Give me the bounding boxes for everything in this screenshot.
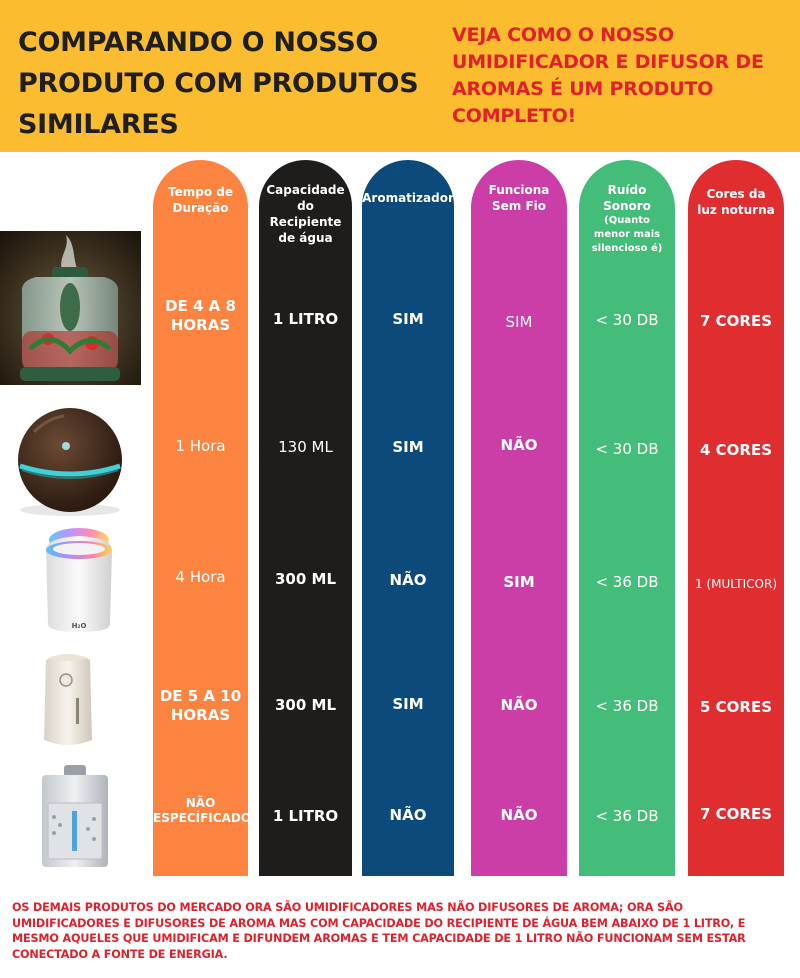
cell-capacidade-2: 130 ML xyxy=(278,438,333,456)
column-ruido-sonoro: Ruído Sonoro (Quanto menor mais silencio… xyxy=(579,160,675,876)
cell-duracao-1: DE 4 A 8 HORAS xyxy=(165,297,236,334)
column-header: Tempo de Duração xyxy=(153,184,248,216)
cell-capacidade-1: 1 LITRO xyxy=(272,310,339,328)
cell-duracao-2: 1 Hora xyxy=(175,437,226,455)
cell-sem-fio-1: SIM xyxy=(505,313,533,331)
column-capacidade: Capacidade do Recipiente de água 1 LITRO… xyxy=(259,160,352,876)
cell-duracao-3: 4 Hora xyxy=(175,568,226,586)
cell-aromatizador-1: SIM xyxy=(392,310,424,328)
column-header: Capacidade do Recipiente de água xyxy=(266,183,345,245)
cell-duracao-5: NÃO ESPECÍFICADO xyxy=(153,796,252,825)
h2o-label: H₂O xyxy=(72,622,87,630)
column-cores-luz-noturna: Cores da luz noturna 7 CORES 4 CORES 1 (… xyxy=(688,160,784,876)
wood-sphere-diffuser-photo xyxy=(4,400,142,520)
cell-cores-2: 4 CORES xyxy=(699,441,773,459)
cell-ruido-1: < 30 DB xyxy=(595,311,659,329)
cell-capacidade-4: 300 ML xyxy=(274,696,337,714)
header-banner: COMPARANDO O NOSSO PRODUTO COM PRODUTOS … xyxy=(0,0,800,152)
cell-sem-fio-5: NÃO xyxy=(500,806,538,824)
column-funciona-sem-fio: Funciona Sem Fio SIM NÃO SIM NÃO NÃO xyxy=(471,160,567,876)
cell-sem-fio-2: NÃO xyxy=(500,436,538,454)
cell-cores-5: 7 CORES xyxy=(699,805,773,823)
white-capsule-humidifier-photo xyxy=(32,648,104,752)
cell-aromatizador-2: SIM xyxy=(392,438,424,456)
cell-ruido-3: < 36 DB xyxy=(595,573,659,591)
column-tempo-de-duracao: Tempo de Duração DE 4 A 8 HORAS 1 Hora 4 … xyxy=(153,160,252,876)
cell-cores-3: 1 (MULTICOR) xyxy=(694,577,777,591)
silver-box-humidifier-photo xyxy=(36,763,114,871)
cell-duracao-4: DE 5 A 10 HORAS xyxy=(159,687,242,724)
column-header-line: Duração xyxy=(172,201,229,215)
column-header: Ruído Sonoro (Quanto menor mais silencio… xyxy=(591,183,663,254)
column-header: Aromatizador xyxy=(362,191,454,205)
cell-sem-fio-3: SIM xyxy=(503,573,535,591)
cell-ruido-5: < 36 DB xyxy=(595,807,659,825)
cell-ruido-4: < 36 DB xyxy=(595,697,659,715)
column-header: Cores da luz noturna xyxy=(697,187,775,217)
cell-sem-fio-4: NÃO xyxy=(500,696,538,714)
cell-cores-4: 5 CORES xyxy=(699,698,773,716)
cell-capacidade-3: 300 ML xyxy=(274,570,337,588)
cell-ruido-2: < 30 DB xyxy=(595,440,659,458)
cell-aromatizador-4: SIM xyxy=(392,695,424,713)
page-title: COMPARANDO O NOSSO PRODUTO COM PRODUTOS … xyxy=(18,27,419,140)
footer-disclaimer: OS DEMAIS PRODUTOS DO MERCADO ORA SÃO UM… xyxy=(12,901,746,961)
cell-capacidade-5: 1 LITRO xyxy=(272,807,339,825)
cell-aromatizador-5: NÃO xyxy=(389,806,427,824)
cell-cores-1: 7 CORES xyxy=(699,312,773,330)
glass-jar-humidifier-photo xyxy=(0,231,141,385)
column-header: Funciona Sem Fio xyxy=(488,183,550,213)
cell-aromatizador-3: NÃO xyxy=(389,571,427,589)
column-aromatizador: Aromatizador SIM SIM NÃO SIM NÃO xyxy=(362,160,454,876)
white-cup-humidifier-photo: H₂O xyxy=(40,524,118,636)
column-header-line: Tempo de xyxy=(168,185,233,199)
page-tagline: VEJA COMO O NOSSO UMIDIFICADOR E DIFUSOR… xyxy=(452,24,764,127)
